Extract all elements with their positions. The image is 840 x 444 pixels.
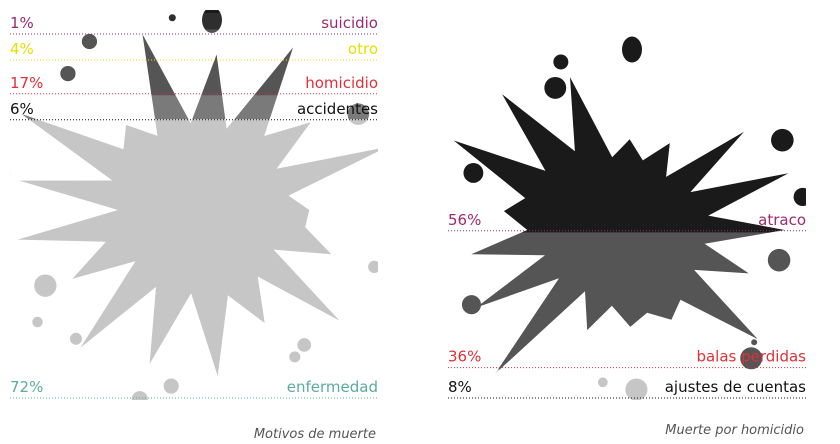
splatter [10,10,378,400]
percent-label: 56% [448,211,481,229]
splatter-band [10,119,378,400]
percent-label: 8% [448,378,472,396]
percent-label: 4% [10,40,34,58]
category-label: suicidio [321,14,378,32]
category-label: accidentes [297,100,378,118]
splatter [453,36,806,400]
percent-label: 1% [10,14,34,32]
category-label: otro [348,40,378,58]
percent-label: 6% [10,100,34,118]
percent-label: 72% [10,378,43,396]
splatter-band [453,36,806,233]
caption: Muerte por homicidio [665,423,804,438]
category-label: balas perdidas [696,348,806,366]
percent-label: 17% [10,74,43,92]
category-label: ajustes de cuentas [665,378,806,396]
percent-label: 36% [448,348,481,366]
category-label: atraco [758,211,806,229]
category-label: homicidio [305,74,378,92]
caption: Motivos de muerte [254,427,376,442]
category-label: enfermedad [287,378,378,396]
